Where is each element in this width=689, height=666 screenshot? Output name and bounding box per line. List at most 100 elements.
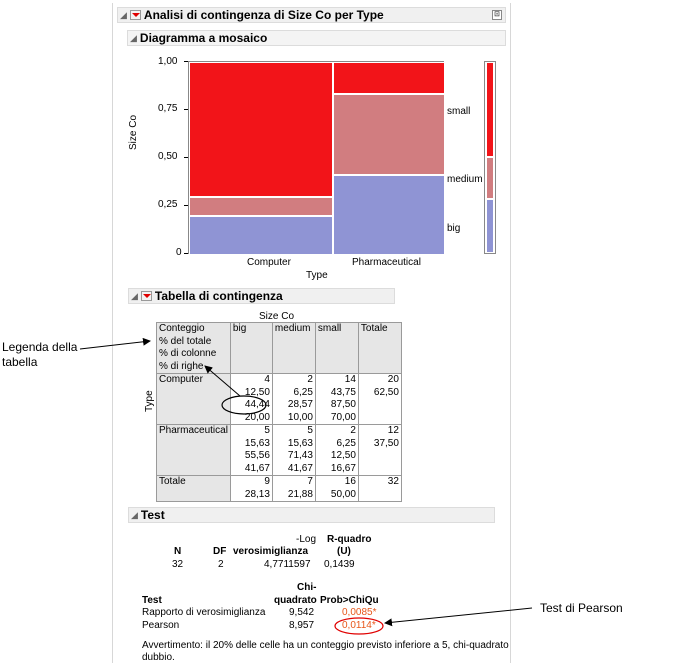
disclosure-triangle-icon[interactable]: ◢ (130, 32, 137, 43)
row-label: Computer (156, 373, 231, 425)
legend-arrow (79, 337, 151, 350)
callout-legend-line2: tabella (2, 355, 38, 369)
red-triangle-menu-icon[interactable] (140, 291, 152, 301)
pearson-arrow (384, 607, 533, 627)
marginal-segment-medium (487, 158, 493, 199)
level-label-medium: medium (447, 174, 483, 185)
mosaic-area (188, 61, 445, 255)
table-cell: 5 15,63 55,56 41,67 (229, 424, 273, 476)
table-row: Computer 4 12,50 44,44 20,00 2 6,25 28,57 10,0… (156, 373, 402, 425)
y-tick-mark (184, 253, 188, 254)
pin-icon[interactable]: ⊡ (492, 10, 502, 20)
table-cell: 5 15,63 71,43 41,67 (271, 424, 316, 476)
test-row-chi: 8,957 (289, 620, 315, 631)
disclosure-triangle-icon[interactable]: ◢ (120, 9, 127, 20)
y-tick-label: 0,50 (158, 151, 178, 162)
y-tick-label: 1,00 (158, 56, 178, 67)
legend-item: % di colonne (159, 348, 217, 359)
disclosure-triangle-icon[interactable]: ◢ (131, 290, 138, 301)
y-tick-mark (184, 109, 188, 110)
disclosure-triangle-icon[interactable]: ◢ (131, 509, 138, 520)
test-row-p: 0,0085* (342, 607, 377, 618)
column-total: 16 50,00 (314, 475, 359, 502)
level-label-small: small (447, 106, 471, 117)
chi-header-bottom: quadrato (274, 595, 317, 606)
highlight-ellipse-cell (221, 395, 267, 415)
grand-total: 32 (357, 475, 402, 502)
contingency-table: Conteggio % del totale % di colonne % di… (156, 322, 402, 502)
y-tick-label: 0,25 (158, 199, 178, 210)
row-total: 20 62,50 (357, 373, 402, 425)
table-cell: 14 43,75 87,50 70,00 (314, 373, 359, 425)
x-category-label: Pharmaceutical (352, 257, 421, 268)
marginal-bar (484, 61, 496, 254)
marginal-segment-small (487, 62, 493, 157)
y-tick-label: 0 (176, 247, 182, 258)
y-tick-mark (184, 157, 188, 158)
warning-text-line2: dubbio. (142, 652, 175, 663)
table-cell: 2 6,25 28,57 10,00 (271, 373, 316, 425)
y-tick-mark (184, 205, 188, 206)
table-cell: 4 12,50 44,44 20,00 (229, 373, 273, 425)
n-value: 32 (172, 559, 184, 570)
mosaic-cell-computer-big (189, 216, 333, 255)
mosaic-cell-pharmaceutical-small (333, 61, 445, 95)
mosaic-cell-pharmaceutical-big (333, 174, 445, 255)
column-header: small (314, 322, 359, 374)
df-value: 2 (218, 559, 224, 570)
test-section-title: Test (140, 508, 165, 522)
loglik-header-bottom: verosimiglianza (233, 546, 309, 557)
highlight-ellipse-pvalue (334, 617, 384, 635)
column-header: Totale (357, 322, 402, 374)
x-category-label: Computer (247, 257, 291, 268)
loglik-header-top: -Log (296, 534, 317, 545)
legend-item: % di righe (159, 360, 204, 372)
n-header: N (174, 546, 182, 557)
report-panel: ◢ Analisi di contingenza di Size Co per … (112, 3, 511, 663)
column-total: 9 28,13 (229, 475, 273, 502)
prob-header: Prob>ChiQu (320, 595, 379, 606)
test-row-name: Rapporto di verosimiglianza (142, 607, 266, 618)
contingency-section-header[interactable]: ◢ Tabella di contingenza (128, 288, 395, 304)
mosaic-section-header[interactable]: ◢ Diagramma a mosaico (127, 30, 506, 46)
df-header: DF (213, 546, 227, 557)
column-header: medium (271, 322, 316, 374)
mosaic-cell-pharmaceutical-medium (333, 94, 445, 175)
table-row: Pharmaceutical 5 15,63 55,56 41,67 5 15,63 71… (156, 424, 402, 476)
warning-text-line1: Avvertimento: il 20% delle celle ha un c… (142, 640, 509, 651)
contingency-section-title: Tabella di contingenza (154, 289, 283, 303)
rsq-header-bottom: (U) (337, 546, 351, 557)
test-row-name: Pearson (142, 620, 180, 631)
row-label: Totale (156, 475, 231, 502)
callout-legend-line1: Legenda della (2, 340, 78, 354)
column-variable-label: Size Co (259, 311, 295, 322)
marginal-segment-big (487, 200, 493, 252)
test-row-chi: 9,542 (289, 607, 315, 618)
chi-header-top: Chi- (297, 582, 317, 593)
table-legend: Conteggio % del totale % di colonne % di… (156, 322, 231, 374)
y-tick-mark (184, 61, 188, 62)
cell-arrow (204, 365, 241, 397)
legend-item: % del totale (159, 335, 212, 347)
rsq-value: 0,1439 (324, 559, 355, 570)
row-total: 12 37,50 (357, 424, 402, 476)
y-tick-label: 0,75 (158, 103, 178, 114)
red-triangle-menu-icon[interactable] (129, 10, 141, 20)
mosaic-cell-computer-medium (189, 197, 333, 217)
mosaic-section-title: Diagramma a mosaico (139, 31, 268, 45)
legend-item: Conteggio (159, 323, 205, 334)
level-label-big: big (447, 223, 461, 234)
test-header: Test (142, 595, 162, 606)
rsq-header-top: R-quadro (327, 534, 372, 545)
report-title: Analisi di contingenza di Size Co per Ty… (143, 8, 384, 22)
mosaic-cell-computer-small (189, 62, 333, 198)
table-row: Totale 9 28,13 7 21,88 16 50,00 32 (156, 475, 402, 502)
report-header[interactable]: ◢ Analisi di contingenza di Size Co per … (117, 7, 506, 23)
callout-pearson: Test di Pearson (540, 601, 623, 615)
table-cell: 2 6,25 12,50 16,67 (314, 424, 359, 476)
loglik-value: 4,7711597 (264, 559, 311, 570)
test-row-p: 0,0114* (342, 620, 376, 631)
test-section-header[interactable]: ◢ Test (128, 507, 495, 523)
x-axis-label: Type (306, 270, 328, 281)
